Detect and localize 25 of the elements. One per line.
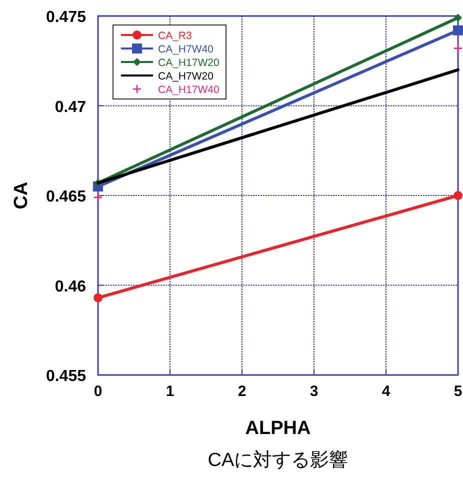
point — [454, 14, 462, 22]
point — [453, 25, 463, 36]
x-tick-label: 2 — [238, 383, 246, 400]
point — [453, 44, 463, 53]
text: CAに対する影響 — [208, 449, 348, 471]
y-tick-label: 0.47 — [54, 98, 86, 116]
point — [94, 293, 102, 302]
y-tick-label: 0.455 — [46, 368, 86, 385]
x-tick-label: 5 — [454, 383, 462, 400]
point — [93, 192, 103, 202]
x-axis-title: ALPHA — [245, 418, 311, 439]
legend-label: CA_R3 — [158, 30, 192, 42]
legend-label: CA_H17W40 — [158, 84, 220, 96]
x-tick-label: 0 — [94, 383, 102, 400]
legend-label: CA_H7W40 — [158, 44, 214, 56]
y-tick-label: 0.46 — [54, 278, 86, 296]
legend-label: CA_H17W20 — [158, 57, 220, 69]
point — [454, 191, 462, 200]
y-tick-label: 0.475 — [46, 9, 86, 26]
x-tick-label: 1 — [166, 383, 174, 400]
x-tick-label: 4 — [382, 383, 391, 400]
x-tick-label: 3 — [310, 383, 318, 400]
y-axis-title: CA — [11, 182, 32, 210]
legend-label: CA_H7W20 — [158, 70, 214, 82]
y-tick-label: 0.465 — [46, 188, 86, 206]
